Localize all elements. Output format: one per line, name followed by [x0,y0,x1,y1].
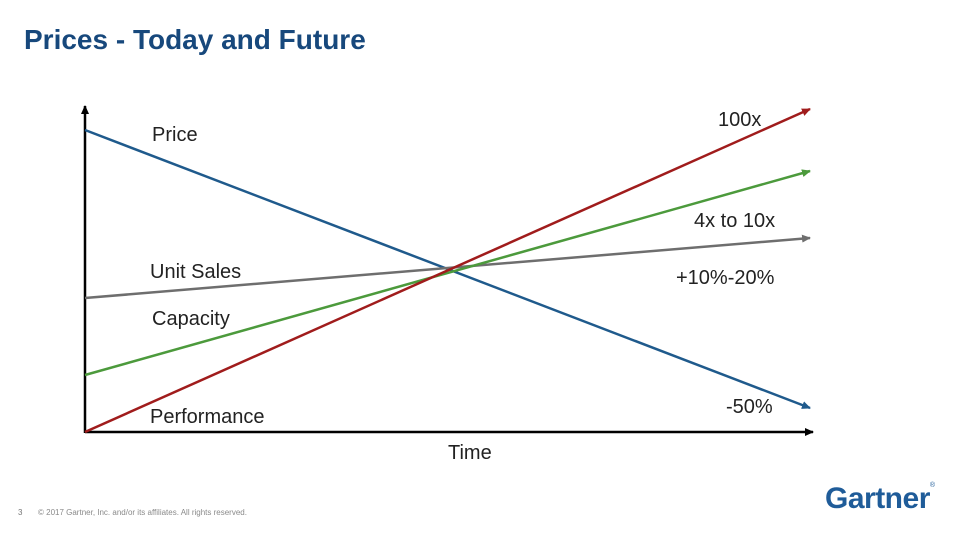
price-change-label: -50% [726,396,773,418]
unit-sales-label: Unit Sales [150,261,242,283]
x-axis-label: Time [448,442,492,464]
capacity-label: Capacity [152,308,230,330]
performance-line [84,107,811,434]
page-number: 3 [18,508,23,517]
capacity-line [84,169,811,377]
price-label: Price [152,124,198,146]
unit-sales-line [84,234,811,300]
performance-change-label: 100x [718,109,762,131]
logo-text: Gartner [825,482,930,515]
performance-label: Performance [150,406,265,428]
unit-sales-change-label: +10%-20% [676,267,775,289]
registered-mark: ® [929,482,935,489]
slide-title: Prices - Today and Future [24,24,366,55]
capacity-change-label: 4x to 10x [694,210,776,232]
copyright-text: © 2017 Gartner, Inc. and/or its affiliat… [38,508,247,517]
gartner-logo: Gartner® [825,482,935,516]
